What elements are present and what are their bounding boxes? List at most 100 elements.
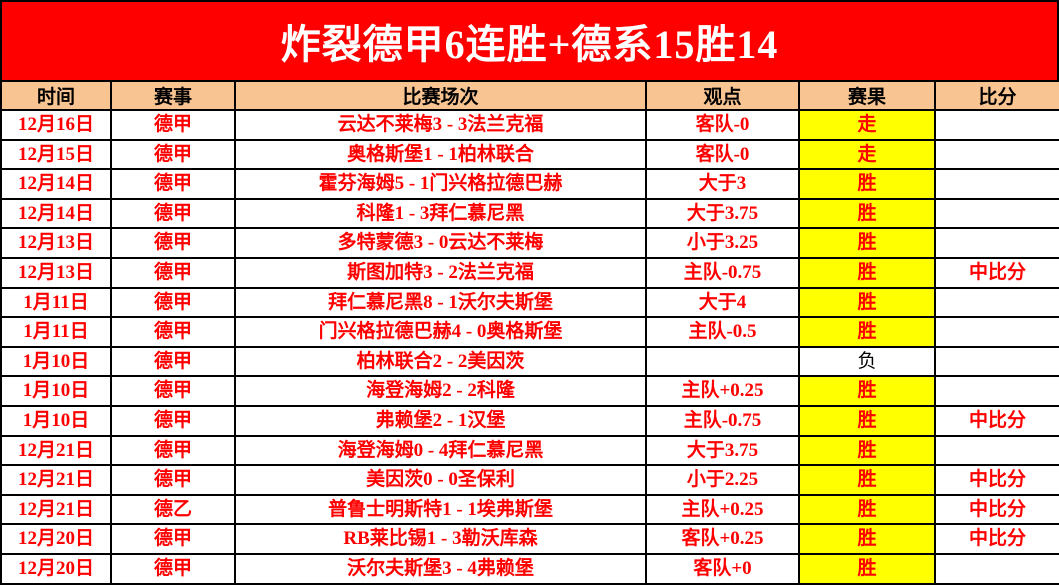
- cell-league: 德甲: [110, 256, 236, 289]
- cell-match: 奥格斯堡1 - 1柏林联合: [234, 138, 647, 171]
- cell-date: 1月11日: [0, 286, 112, 319]
- cell-match: 拜仁慕尼黑8 - 1沃尔夫斯堡: [234, 286, 647, 319]
- cell-score: 中比分: [934, 256, 1059, 289]
- table-row: 12月14日 德甲 科隆1 - 3拜仁慕尼黑 大于3.75 胜: [0, 197, 1059, 230]
- cell-date: 12月20日: [0, 552, 112, 585]
- cell-view: 大于3: [645, 168, 800, 200]
- cell-league: 德甲: [110, 138, 236, 171]
- cell-view: 小于2.25: [645, 464, 800, 496]
- cell-view: 客队-0: [645, 138, 800, 171]
- cell-view: 大于4: [645, 286, 800, 319]
- cell-result: 胜: [798, 552, 936, 585]
- cell-score: [934, 227, 1059, 259]
- cell-league: 德甲: [110, 523, 236, 555]
- header-row: 时间 赛事 比赛场次 观点 赛果 比分: [0, 80, 1059, 111]
- cell-score: [934, 286, 1059, 319]
- cell-result: 胜: [798, 493, 936, 526]
- cell-match: 海登海姆2 - 2科隆: [234, 375, 647, 407]
- cell-date: 12月20日: [0, 523, 112, 555]
- cell-view: [645, 345, 800, 378]
- cell-match: 弗赖堡2 - 1汉堡: [234, 404, 647, 437]
- cell-result: 走: [798, 138, 936, 171]
- header-time: 时间: [0, 80, 112, 111]
- cell-match: 门兴格拉德巴赫4 - 0奥格斯堡: [234, 316, 647, 348]
- cell-league: 德甲: [110, 227, 236, 259]
- cell-result: 胜: [798, 434, 936, 467]
- cell-score: [934, 138, 1059, 171]
- cell-league: 德甲: [110, 197, 236, 230]
- table-row: 1月10日 德甲 弗赖堡2 - 1汉堡 主队-0.75 胜 中比分: [0, 404, 1059, 437]
- table-row: 12月13日 德甲 斯图加特3 - 2法兰克福 主队-0.75 胜 中比分: [0, 256, 1059, 289]
- cell-result: 胜: [798, 168, 936, 200]
- cell-score: [934, 345, 1059, 378]
- table-row: 12月15日 德甲 奥格斯堡1 - 1柏林联合 客队-0 走: [0, 138, 1059, 171]
- cell-date: 1月10日: [0, 345, 112, 378]
- table-row: 12月16日 德甲 云达不莱梅3 - 3法兰克福 客队-0 走: [0, 109, 1059, 141]
- cell-date: 1月10日: [0, 404, 112, 437]
- cell-view: 客队+0.25: [645, 523, 800, 555]
- cell-view: 主队-0.5: [645, 316, 800, 348]
- cell-result: 负: [798, 345, 936, 378]
- cell-league: 德甲: [110, 109, 236, 141]
- cell-date: 12月21日: [0, 493, 112, 526]
- cell-result: 胜: [798, 286, 936, 319]
- results-table: 时间 赛事 比赛场次 观点 赛果 比分 12月16日 德甲 云达不莱梅3 - 3…: [0, 80, 1059, 585]
- header-league: 赛事: [110, 80, 236, 111]
- cell-score: 中比分: [934, 464, 1059, 496]
- table-row: 12月20日 德甲 RB莱比锡1 - 3勒沃库森 客队+0.25 胜 中比分: [0, 523, 1059, 555]
- cell-date: 12月20日: [0, 582, 112, 585]
- cell-match: 柏林联合2 - 2美因茨: [234, 345, 647, 378]
- cell-view: 主队+0.25: [645, 375, 800, 407]
- cell-match: 霍芬海姆5 - 1门兴格拉德巴赫: [234, 168, 647, 200]
- banner: 炸裂德甲6连胜+德系15胜14: [0, 0, 1059, 80]
- table-row: 12月21日 德乙 普鲁士明斯特1 - 1埃弗斯堡 主队+0.25 胜 中比分: [0, 493, 1059, 526]
- header-score: 比分: [934, 80, 1059, 111]
- cell-league: 德甲: [110, 552, 236, 585]
- cell-result: 胜: [798, 227, 936, 259]
- cell-view: 客队-0: [645, 109, 800, 141]
- cell-result: 胜: [798, 316, 936, 348]
- cell-score: [934, 316, 1059, 348]
- table-row: 12月13日 德甲 多特蒙德3 - 0云达不莱梅 小于3.25 胜: [0, 227, 1059, 259]
- cell-result: 胜: [798, 256, 936, 289]
- cell-score: [934, 434, 1059, 467]
- cell-date: 12月21日: [0, 434, 112, 467]
- cell-score: [934, 168, 1059, 200]
- table-row: 12月14日 德甲 霍芬海姆5 - 1门兴格拉德巴赫 大于3 胜: [0, 168, 1059, 200]
- cell-date: 12月16日: [0, 109, 112, 141]
- cell-date: 12月14日: [0, 168, 112, 200]
- cell-league: 德甲: [110, 582, 236, 585]
- cell-match: 美因茨0 - 0圣保利: [234, 464, 647, 496]
- cell-view: 客队+0: [645, 552, 800, 585]
- cell-league: 德乙: [110, 493, 236, 526]
- table-row: 12月20日 德甲 斯图加特0 - 0霍芬海姆 客队+0.25 胜: [0, 582, 1059, 585]
- cell-result: 胜: [798, 197, 936, 230]
- cell-league: 德甲: [110, 286, 236, 319]
- cell-league: 德甲: [110, 404, 236, 437]
- cell-result: 胜: [798, 523, 936, 555]
- cell-league: 德甲: [110, 375, 236, 407]
- cell-league: 德甲: [110, 464, 236, 496]
- cell-result: 胜: [798, 582, 936, 585]
- cell-view: 主队+0.25: [645, 493, 800, 526]
- banner-title: 炸裂德甲6连胜+德系15胜14: [280, 22, 779, 67]
- cell-league: 德甲: [110, 316, 236, 348]
- cell-match: 普鲁士明斯特1 - 1埃弗斯堡: [234, 493, 647, 526]
- header-view: 观点: [645, 80, 800, 111]
- cell-match: 科隆1 - 3拜仁慕尼黑: [234, 197, 647, 230]
- cell-result: 走: [798, 109, 936, 141]
- cell-view: 大于3.75: [645, 434, 800, 467]
- table-row: 1月11日 德甲 拜仁慕尼黑8 - 1沃尔夫斯堡 大于4 胜: [0, 286, 1059, 319]
- cell-score: [934, 197, 1059, 230]
- cell-view: 大于3.75: [645, 197, 800, 230]
- cell-result: 胜: [798, 464, 936, 496]
- cell-match: 斯图加特3 - 2法兰克福: [234, 256, 647, 289]
- table-row: 1月10日 德甲 柏林联合2 - 2美因茨 负: [0, 345, 1059, 378]
- cell-date: 12月13日: [0, 256, 112, 289]
- cell-date: 1月11日: [0, 316, 112, 348]
- table-row: 1月11日 德甲 门兴格拉德巴赫4 - 0奥格斯堡 主队-0.5 胜: [0, 316, 1059, 348]
- cell-view: 主队-0.75: [645, 404, 800, 437]
- cell-view: 小于3.25: [645, 227, 800, 259]
- cell-date: 12月21日: [0, 464, 112, 496]
